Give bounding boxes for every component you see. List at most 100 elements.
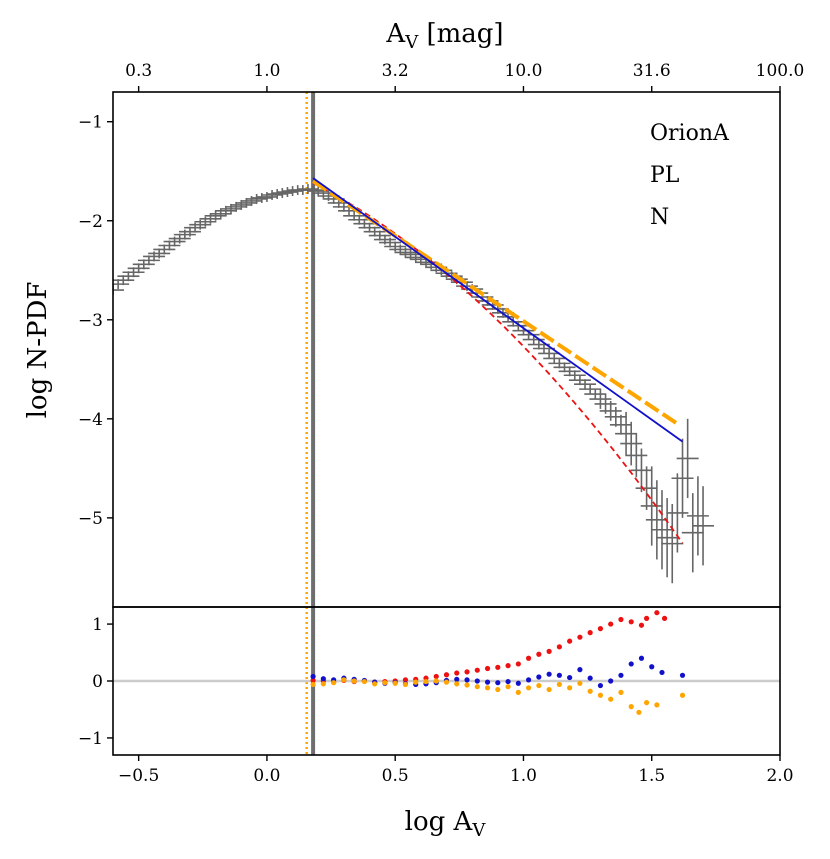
npdf-point-38: [296, 184, 319, 195]
orange-residuals-point-19: [505, 684, 511, 690]
npdf-point-35: [281, 186, 304, 196]
xtick-label-5: 2.0: [766, 766, 793, 786]
red-residuals-point-21: [525, 655, 532, 661]
red-residuals-point-13: [443, 672, 450, 678]
npdf-point-114: [686, 476, 709, 556]
npdf-point-0: [113, 285, 124, 296]
blue-residuals-point-35: [679, 672, 686, 678]
red-residuals-point-20: [515, 661, 521, 667]
orange-residuals-point-4: [351, 678, 357, 684]
top-tick-label-2: 3.2: [382, 61, 409, 81]
orange-residuals-point-31: [628, 704, 634, 710]
red-residuals-point-18: [495, 664, 501, 670]
orange-residuals-point-0: [310, 681, 316, 688]
red-residuals-point-28: [597, 626, 604, 632]
blue-residuals-point-17: [484, 679, 491, 685]
blue-residuals-point-27: [587, 675, 593, 681]
orange-residuals-point-24: [556, 681, 562, 688]
red-residuals-point-22: [536, 651, 542, 657]
blue-residuals-point-1: [320, 676, 326, 682]
npdf-point-90: [563, 370, 586, 381]
red-residuals-point-32: [638, 622, 645, 628]
xtick-label-2: 0.5: [382, 766, 409, 786]
x-axis-title: log AV: [405, 807, 487, 841]
main-ytick-label-4: −5: [78, 509, 103, 529]
npdf-point-94: [584, 389, 607, 400]
orange-residuals-point-7: [382, 680, 388, 686]
blue-residuals-point-32: [638, 655, 645, 661]
blue-residuals-point-25: [567, 674, 573, 681]
red-residuals-point-14: [454, 670, 460, 676]
main-panel: [113, 92, 715, 607]
orange-residuals-point-8: [392, 680, 398, 686]
red-residuals-point-24: [556, 644, 562, 650]
annotation-model: PL: [650, 163, 680, 188]
npdf-point-104: [635, 466, 658, 510]
blue-residuals-point-21: [525, 677, 532, 683]
orange-residuals-point-26: [577, 680, 583, 686]
orange-residuals-point-9: [402, 681, 409, 688]
orange-residuals-point-3: [341, 677, 347, 683]
npdf-point-57: [394, 247, 417, 258]
annotation-type: N: [650, 205, 669, 230]
main-ytick-label-1: −2: [78, 212, 103, 232]
npdf-point-100: [615, 411, 638, 456]
blue-residuals-point-26: [577, 667, 583, 673]
top-tick-label-3: 10.0: [505, 61, 543, 81]
npdf-point-98: [604, 406, 627, 427]
npdf-point-20: [204, 210, 227, 221]
top-tick-label-1: 1.0: [253, 61, 280, 81]
main-ytick-label-2: −3: [78, 311, 103, 331]
orange-residuals-point-10: [413, 679, 419, 685]
res-ytick-label-2: −1: [78, 729, 103, 749]
orange-residuals-point-20: [515, 689, 521, 695]
npdf-point-79: [507, 320, 530, 331]
orange-residuals-point-34: [654, 702, 660, 708]
blue-residuals-point-34: [659, 669, 665, 676]
orange-residuals-point-11: [423, 678, 429, 685]
blue-residuals-point-20: [515, 680, 521, 686]
blue-residuals-point-24: [556, 672, 562, 678]
orange-residuals-point-28: [597, 692, 604, 698]
red-residuals-point-17: [484, 665, 491, 672]
orange-residuals-point-16: [474, 684, 480, 690]
orange-residuals-point-18: [495, 686, 501, 693]
orange-residuals-point-13: [443, 679, 450, 685]
red-residuals-point-16: [474, 667, 480, 673]
red-residuals-point-33: [644, 615, 650, 621]
xtick-label-3: 1.0: [510, 766, 537, 786]
blue-power-law: [312, 177, 684, 443]
red-residuals-point-19: [505, 663, 511, 669]
orange-residuals-point-25: [567, 685, 573, 691]
red-dashed-curve: [312, 182, 684, 544]
npdf-point-112: [676, 418, 699, 499]
blue-residuals-point-19: [505, 678, 511, 685]
blue-residuals-point-33: [649, 664, 655, 670]
orange-residuals-point-6: [372, 681, 378, 687]
orange-residuals-point-30: [618, 689, 624, 695]
blue-residuals-point-31: [628, 661, 634, 667]
y-axis-title: log N-PDF: [23, 282, 53, 419]
npdf-point-32: [266, 189, 289, 199]
top-tick-label-5: 100.0: [756, 61, 805, 81]
res-ytick-label-1: 0: [92, 672, 103, 692]
red-residuals-point-27: [587, 630, 593, 636]
red-residuals-point-29: [608, 621, 614, 627]
red-residuals-point-0: [310, 677, 316, 684]
npdf-point-107: [650, 490, 673, 570]
main-ytick-label-3: −4: [78, 410, 103, 430]
red-residuals-point-12: [433, 673, 439, 680]
npdf-point-108: [656, 498, 679, 578]
red-residuals-point-23: [546, 648, 552, 655]
npdf-point-31: [261, 190, 284, 200]
red-residuals-point-34: [654, 610, 660, 616]
res-ytick-label-0: 1: [92, 615, 103, 635]
red-residuals-point-35: [661, 615, 668, 621]
npdf-point-86: [543, 353, 566, 364]
orange-residuals-point-17: [484, 685, 491, 691]
orange-residuals-point-21: [525, 685, 532, 691]
xtick-label-0: −0.5: [118, 766, 159, 786]
main-frame: [112, 91, 781, 608]
top-tick-label-0: 0.3: [125, 61, 152, 81]
